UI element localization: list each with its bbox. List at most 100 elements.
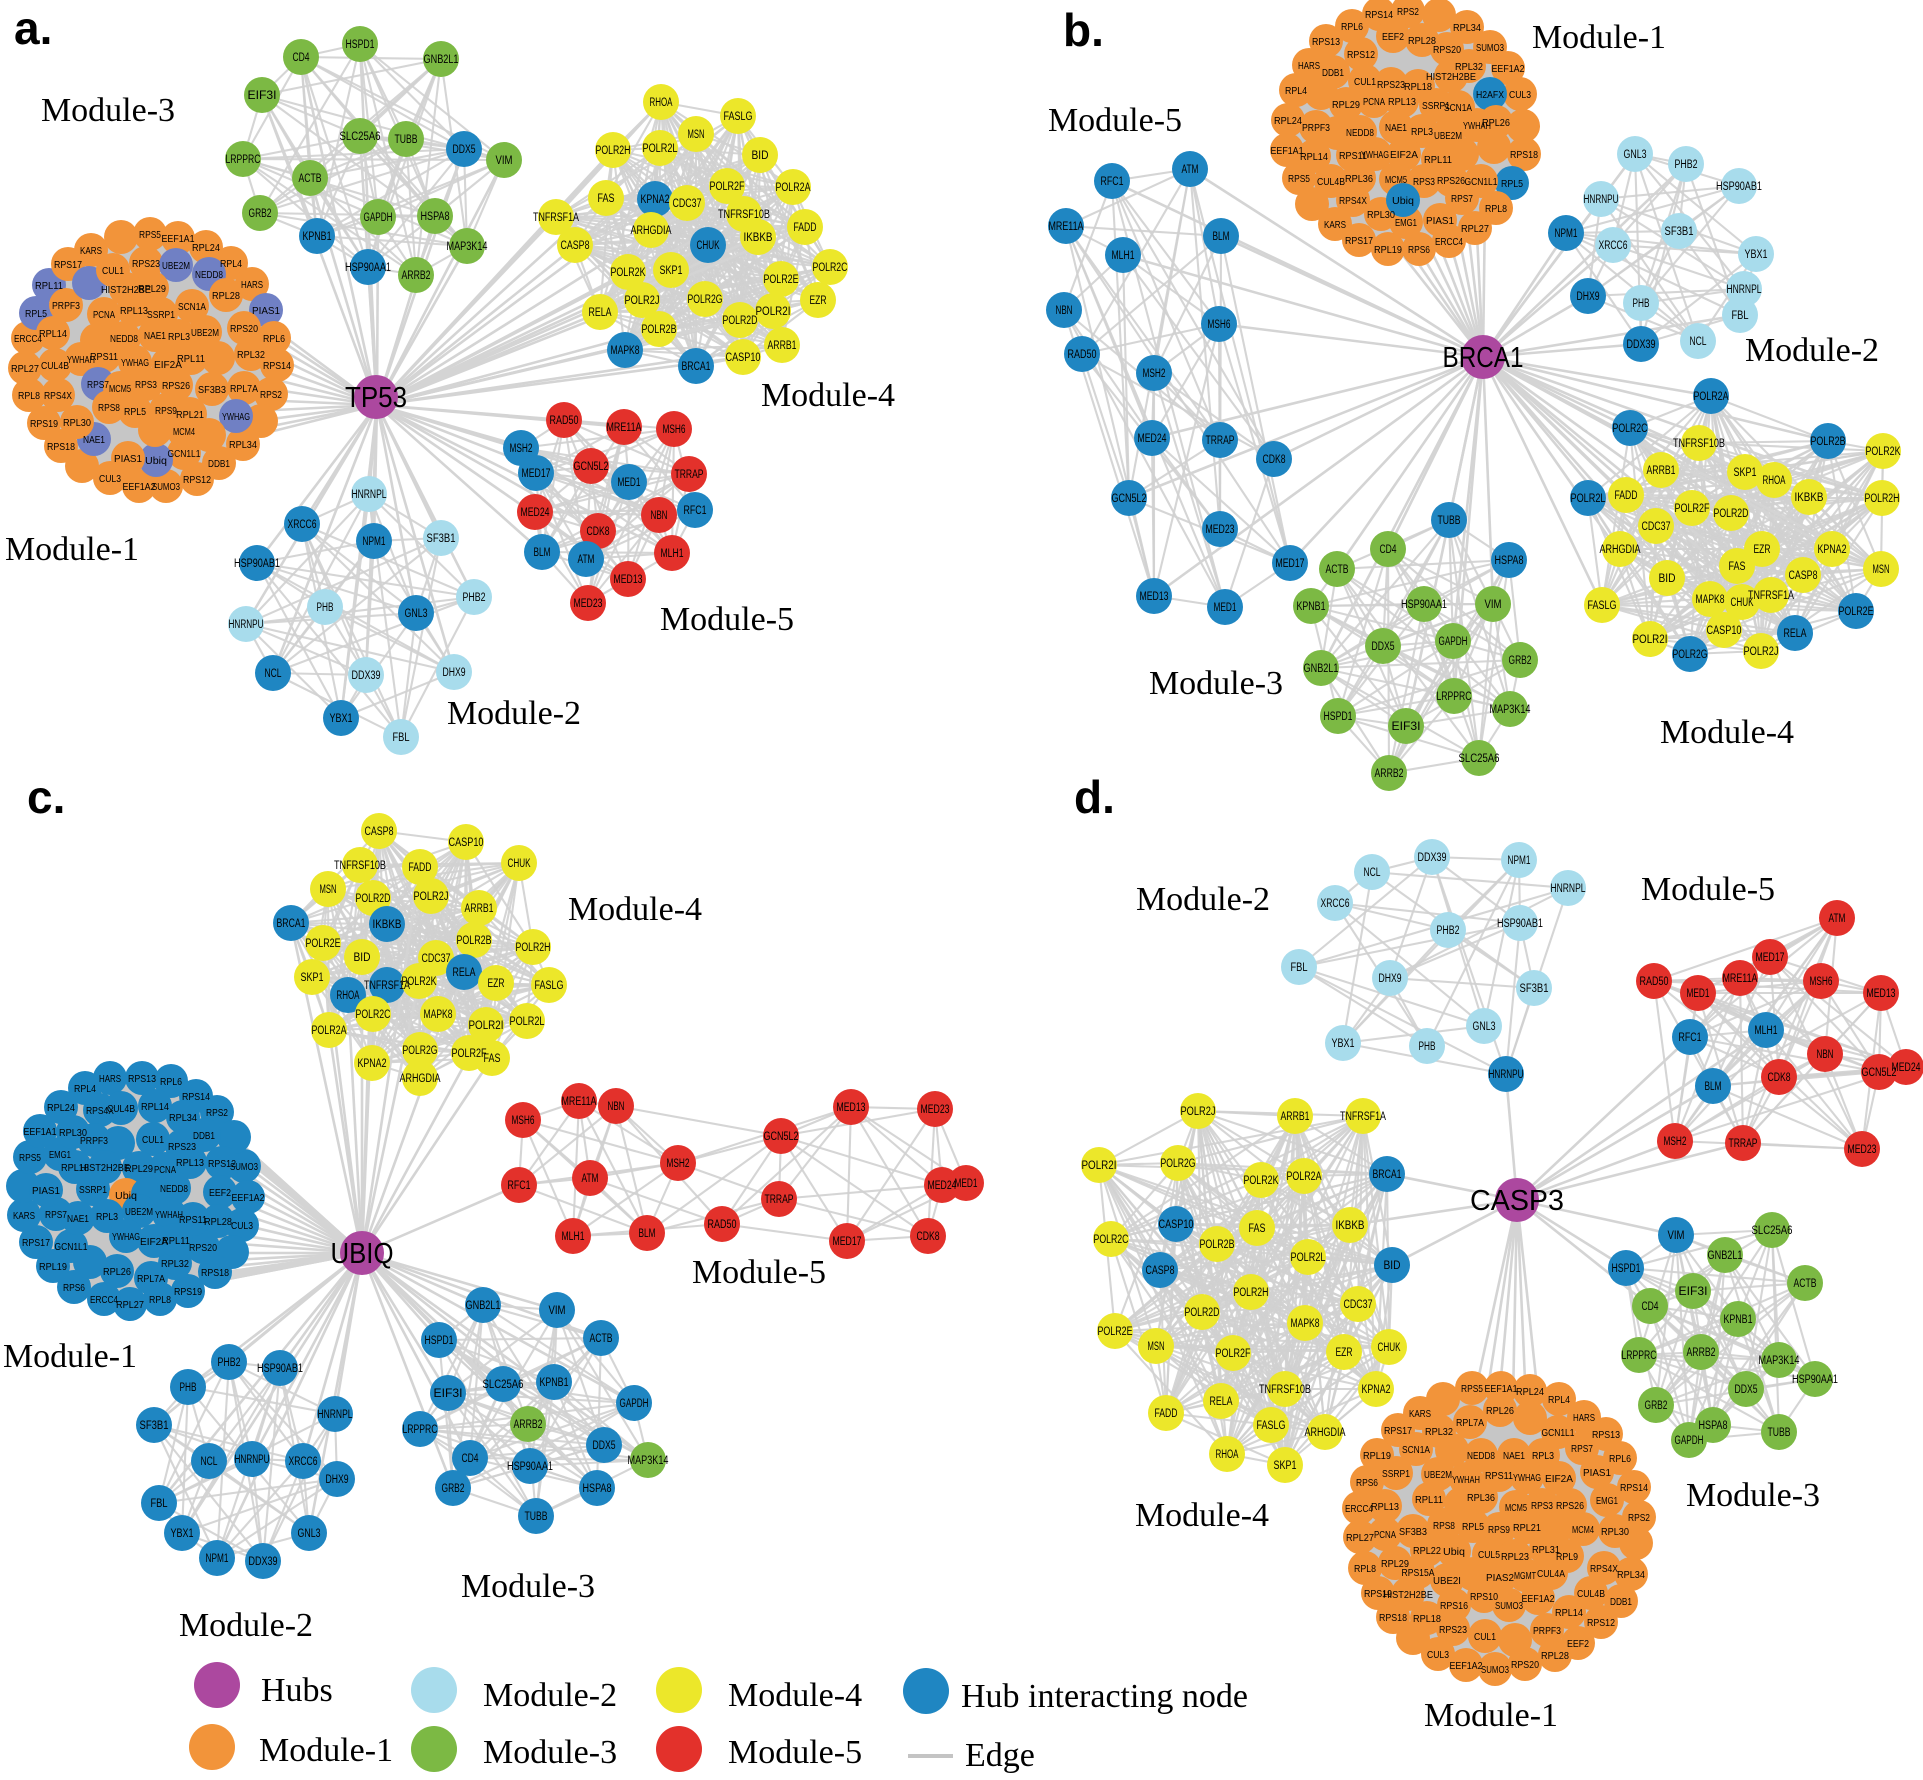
svg-text:SUMO3: SUMO3 — [1481, 1664, 1509, 1676]
svg-text:CASP10: CASP10 — [449, 837, 484, 849]
svg-text:GNL3: GNL3 — [405, 608, 428, 620]
svg-text:YWHAG: YWHAG — [1513, 1472, 1541, 1484]
svg-text:MSH6: MSH6 — [1810, 976, 1833, 988]
svg-text:POLR2J: POLR2J — [1181, 1106, 1216, 1118]
svg-text:POLR2D: POLR2D — [1185, 1307, 1220, 1319]
svg-text:MCM5: MCM5 — [109, 383, 131, 395]
svg-text:RPL29: RPL29 — [125, 1163, 153, 1175]
svg-text:RPL28: RPL28 — [1541, 1650, 1569, 1662]
svg-text:YWHAG: YWHAG — [1361, 149, 1389, 161]
svg-text:MED23: MED23 — [1206, 524, 1235, 536]
svg-text:POLR2K: POLR2K — [402, 976, 437, 988]
svg-text:Module-3: Module-3 — [1149, 665, 1283, 702]
svg-text:FADD: FADD — [794, 222, 817, 234]
svg-text:RPL13: RPL13 — [176, 1157, 204, 1169]
svg-text:RPL28: RPL28 — [212, 290, 240, 302]
svg-text:KARS: KARS — [1409, 1408, 1431, 1420]
svg-text:BLM: BLM — [1705, 1081, 1722, 1093]
svg-text:CASP8: CASP8 — [365, 826, 394, 838]
svg-text:TNFRSF10B: TNFRSF10B — [1259, 1384, 1311, 1396]
svg-text:KPNA2: KPNA2 — [1362, 1384, 1391, 1396]
svg-text:Module-1: Module-1 — [5, 531, 139, 568]
svg-text:SUMO3: SUMO3 — [1476, 42, 1504, 54]
svg-text:MED17: MED17 — [833, 1236, 862, 1248]
svg-text:PRPF3: PRPF3 — [80, 1135, 108, 1147]
svg-text:MCM4: MCM4 — [1572, 1524, 1594, 1536]
svg-text:FBL: FBL — [1291, 962, 1308, 974]
svg-text:HARS: HARS — [1573, 1412, 1595, 1424]
svg-text:YBX1: YBX1 — [171, 1528, 194, 1540]
svg-text:PHB: PHB — [317, 602, 334, 614]
svg-text:MAPK8: MAPK8 — [1291, 1318, 1320, 1330]
svg-text:H2AFX: H2AFX — [1476, 89, 1504, 101]
svg-text:RPL5: RPL5 — [1462, 1521, 1484, 1533]
svg-text:SF3B3: SF3B3 — [1399, 1526, 1427, 1538]
svg-text:EEF1A2: EEF1A2 — [232, 1192, 265, 1204]
svg-text:FBL: FBL — [151, 1498, 168, 1510]
svg-text:Hub interacting node: Hub interacting node — [961, 1678, 1248, 1715]
svg-text:CDK8: CDK8 — [587, 526, 610, 538]
svg-text:Module-2: Module-2 — [447, 695, 581, 732]
svg-text:HSPD1: HSPD1 — [1612, 1263, 1641, 1275]
svg-text:TRRAP: TRRAP — [1729, 1138, 1758, 1150]
svg-text:RPS9: RPS9 — [155, 405, 177, 417]
svg-text:CUL1: CUL1 — [102, 265, 124, 277]
svg-text:RPL32: RPL32 — [237, 349, 265, 361]
svg-text:PHB2: PHB2 — [1675, 159, 1698, 171]
svg-text:RPS17: RPS17 — [1345, 235, 1373, 247]
svg-text:RPL8: RPL8 — [149, 1294, 171, 1306]
svg-text:SCN1A: SCN1A — [1444, 102, 1472, 114]
svg-text:NBN: NBN — [1817, 1049, 1834, 1061]
svg-text:ARHGDIA: ARHGDIA — [631, 225, 672, 237]
svg-text:LRPPRC: LRPPRC — [1622, 1350, 1657, 1362]
svg-text:MSN: MSN — [1873, 564, 1890, 576]
svg-text:RPL24: RPL24 — [192, 242, 220, 254]
svg-text:Module-3: Module-3 — [41, 92, 175, 129]
svg-text:ARHGDIA: ARHGDIA — [1305, 1427, 1346, 1439]
svg-text:POLR2B: POLR2B — [1811, 436, 1846, 448]
svg-text:POLR2F: POLR2F — [452, 1048, 487, 1060]
svg-text:RPL30: RPL30 — [59, 1127, 87, 1139]
svg-text:RPL5: RPL5 — [25, 308, 47, 320]
svg-text:RPL3: RPL3 — [1532, 1450, 1554, 1462]
svg-text:BID: BID — [752, 150, 769, 162]
svg-text:RPS2: RPS2 — [1628, 1512, 1650, 1524]
svg-text:GAPDH: GAPDH — [1675, 1435, 1704, 1447]
svg-text:MSH2: MSH2 — [667, 1158, 690, 1170]
svg-text:HSPD1: HSPD1 — [1324, 711, 1353, 723]
svg-text:RPL26: RPL26 — [1486, 1405, 1514, 1417]
svg-text:Module-2: Module-2 — [1136, 881, 1270, 918]
svg-text:RPS6: RPS6 — [1356, 1477, 1378, 1489]
svg-text:RPL26: RPL26 — [1482, 117, 1510, 129]
svg-text:RPL4: RPL4 — [1548, 1394, 1570, 1406]
svg-text:TNFRSF10B: TNFRSF10B — [718, 209, 770, 221]
svg-text:Ubiq: Ubiq — [115, 1190, 137, 1202]
svg-text:MED23: MED23 — [921, 1104, 950, 1116]
svg-text:ARRB1: ARRB1 — [1647, 465, 1676, 477]
svg-text:EMG1: EMG1 — [49, 1149, 71, 1161]
svg-text:SSRP1: SSRP1 — [147, 309, 175, 321]
svg-text:GRB2: GRB2 — [1509, 655, 1532, 667]
svg-text:GRB2: GRB2 — [249, 208, 272, 220]
svg-text:BLM: BLM — [1213, 231, 1230, 243]
svg-text:RPS4X: RPS4X — [44, 390, 72, 402]
svg-text:RPS4X: RPS4X — [1339, 195, 1367, 207]
svg-text:CUL4B: CUL4B — [41, 360, 69, 372]
svg-text:CUL4B: CUL4B — [1577, 1588, 1605, 1600]
svg-text:PHB2: PHB2 — [1437, 925, 1460, 937]
svg-text:GNL3: GNL3 — [298, 1528, 321, 1540]
svg-text:RPL32: RPL32 — [1455, 61, 1483, 73]
svg-text:Module-5: Module-5 — [1048, 102, 1182, 139]
svg-text:MED13: MED13 — [1140, 591, 1169, 603]
svg-text:MAPK8: MAPK8 — [611, 345, 640, 357]
svg-text:DDX39: DDX39 — [1418, 852, 1447, 864]
svg-text:CHUK: CHUK — [508, 858, 531, 870]
svg-text:POLR2G: POLR2G — [1161, 1158, 1196, 1170]
svg-text:MSH6: MSH6 — [1208, 319, 1231, 331]
svg-text:RPL11: RPL11 — [35, 280, 63, 292]
svg-text:POLR2L: POLR2L — [510, 1016, 545, 1028]
svg-text:RPL7A: RPL7A — [137, 1273, 165, 1285]
svg-text:RPL30: RPL30 — [63, 417, 91, 429]
svg-text:GNB2L1: GNB2L1 — [1304, 663, 1339, 675]
svg-text:UBE2M: UBE2M — [1434, 130, 1462, 142]
